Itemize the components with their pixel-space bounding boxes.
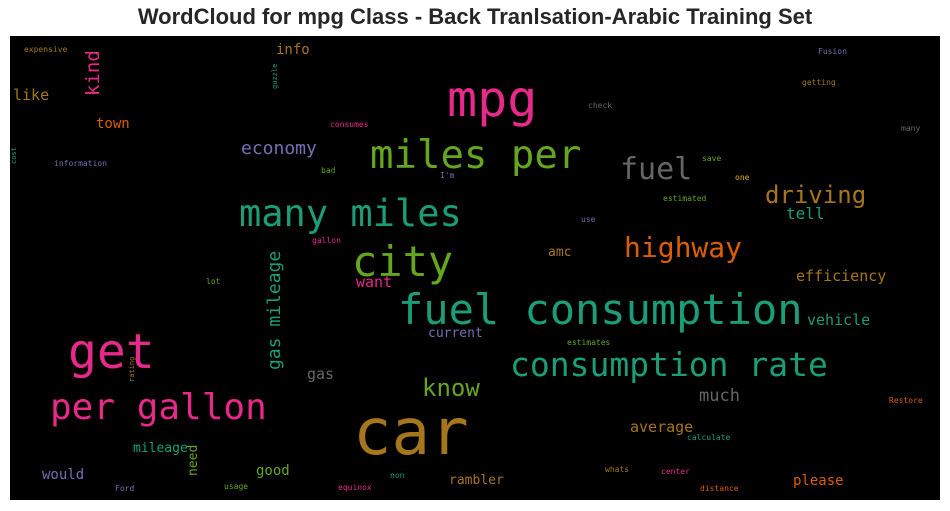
word-calculate: calculate — [687, 433, 731, 442]
word-expensive: expensive — [24, 45, 68, 54]
word-i-m: I'm — [440, 171, 455, 180]
word-consumption-rate: consumption rate — [510, 345, 828, 384]
word-consumes: consumes — [330, 120, 369, 129]
word-like: like — [13, 86, 49, 104]
word-usage: usage — [224, 482, 248, 491]
word-one: one — [735, 173, 750, 182]
wordcloud-svg: car mpg get fuel consumption many miles miles… — [10, 42, 923, 493]
word-amc: amc — [548, 245, 571, 260]
word-gas: gas — [307, 365, 334, 383]
word-miles-per: miles per — [370, 133, 581, 178]
word-highway: highway — [624, 231, 742, 264]
word-use: use — [581, 215, 596, 224]
word-lot: lot — [206, 277, 221, 286]
word-tell: tell — [786, 204, 825, 223]
word-know: know — [422, 374, 480, 402]
word-please: please — [793, 473, 844, 489]
chart-title: WordCloud for mpg Class - Back Tranlsati… — [137, 4, 813, 29]
word-fuel: fuel — [620, 152, 692, 187]
word-check: check — [588, 101, 612, 110]
word-good: good — [256, 463, 290, 479]
word-would: would — [42, 467, 84, 483]
word-restore: Restore — [889, 396, 923, 405]
word-gallon: gallon — [312, 236, 341, 245]
word-fusion: Fusion — [818, 47, 847, 56]
word-information: information — [54, 159, 107, 168]
wordcloud-canvas: car mpg get fuel consumption many miles miles… — [10, 36, 940, 500]
word-driving: driving — [765, 181, 866, 209]
word-bad: bad — [321, 166, 336, 175]
word-non: non — [390, 471, 405, 480]
word-save: save — [702, 154, 721, 163]
word-kind: kind — [82, 50, 104, 96]
word-efficiency: efficiency — [796, 267, 886, 285]
word-current: current — [428, 326, 483, 341]
word-get: get — [68, 324, 155, 380]
word-need: need — [186, 445, 201, 476]
word-want: want — [356, 273, 392, 291]
word-getting: getting — [802, 78, 836, 87]
word-equinox: equinox — [338, 483, 372, 492]
word-city: city — [352, 237, 453, 286]
word-economy: economy — [241, 138, 317, 159]
word-vehicle: vehicle — [807, 311, 870, 329]
word-fuel-consumption: fuel consumption — [398, 285, 803, 334]
word-town: town — [96, 116, 130, 132]
word-center: center — [661, 467, 690, 476]
word-car: car — [353, 396, 469, 470]
word-average: average — [630, 418, 693, 436]
word-whats: whats — [605, 465, 629, 474]
word-guzzle: guzzle — [271, 64, 279, 89]
word-per-gallon: per gallon — [50, 387, 267, 428]
word-rating: rating — [128, 357, 136, 382]
word-mpg: mpg — [447, 70, 537, 128]
word-distance: distance — [700, 484, 739, 493]
word-info: info — [276, 42, 310, 58]
word-cost: cost — [10, 147, 18, 164]
word-ford: Ford — [115, 484, 134, 493]
word-rambler: rambler — [449, 473, 504, 488]
word-gas-mileage: gas mileage — [264, 251, 285, 370]
word-many: many — [901, 124, 920, 133]
word-estimates: estimates — [567, 338, 611, 347]
word-many-miles: many miles — [239, 192, 462, 235]
word-estimated: estimated — [663, 194, 707, 203]
word-much: much — [699, 386, 740, 406]
word-mileage: mileage — [133, 441, 188, 456]
